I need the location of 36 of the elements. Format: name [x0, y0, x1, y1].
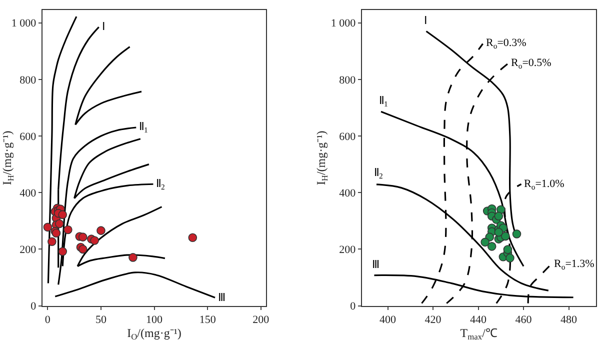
y-tick-label: 600: [20, 130, 37, 143]
y-tick-label: 400: [20, 187, 37, 200]
x-tick-label: 440: [470, 314, 488, 326]
y-tick-label: 0: [350, 300, 356, 313]
annotation: Ⅱ$_{2}$: [374, 167, 383, 180]
annotation: Ⅲ: [218, 292, 226, 304]
annotation: Ⅱ$_{1}$: [379, 95, 388, 108]
y-tick-label: 200: [20, 244, 37, 256]
annotation: Ⅱ$_{2}$: [156, 178, 165, 192]
annotation: Ⅰ: [102, 21, 105, 33]
x-axis-title: T$_{max}$/℃: [460, 326, 498, 342]
y-tick-label: 1 000: [330, 18, 356, 30]
x-tick-label: 100: [146, 314, 164, 326]
y-tick-label: 400: [339, 187, 356, 200]
y-tick-label: 1 000: [11, 18, 37, 30]
annotation: R$_{o}$=1.0%: [524, 178, 564, 192]
annotation: R$_{o}$=0.3%: [486, 37, 526, 50]
annotation: R$_{o}$=0.5%: [511, 57, 552, 70]
y-tick-label: 800: [20, 74, 37, 86]
y-tick-label: 0: [30, 300, 37, 313]
x-tick-label: 150: [199, 314, 216, 326]
x-tick-label: 50: [95, 314, 107, 326]
x-axis-title: I$_{O}$/(mg·g⁻¹): [127, 326, 182, 342]
y-tick-label: 800: [339, 74, 356, 86]
x-tick-label: 200: [252, 314, 270, 326]
x-tick-label: 480: [560, 314, 578, 326]
x-tick-label: 420: [424, 314, 442, 326]
annotation: Ⅲ: [372, 259, 380, 271]
y-tick-label: 200: [339, 244, 356, 256]
annotation: R$_{o}$=1.3%: [554, 258, 594, 272]
x-tick-label: 460: [515, 314, 532, 326]
y-tick-label: 600: [339, 130, 356, 143]
x-tick-label: 400: [380, 314, 397, 326]
annotation: Ⅱ$_{1}$: [139, 121, 148, 134]
x-tick-label: 0: [44, 314, 51, 326]
annotation: Ⅰ: [424, 15, 427, 27]
